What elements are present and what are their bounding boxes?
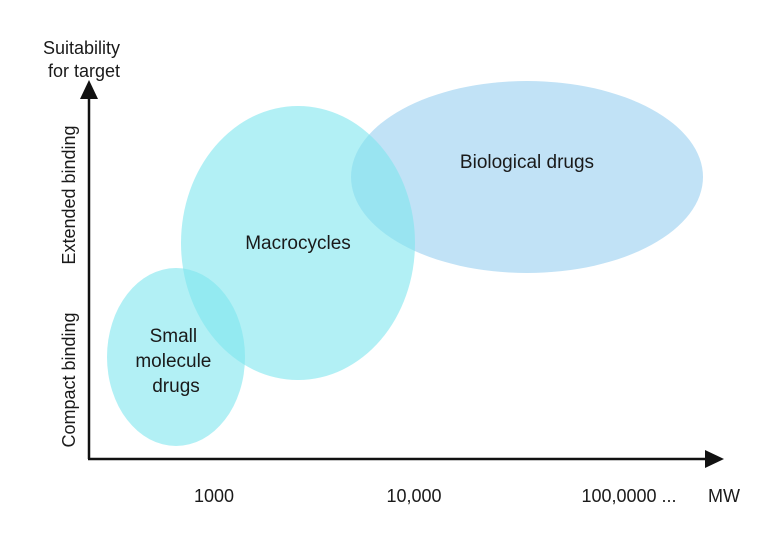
x-axis-title: MW [708,486,740,506]
small-molecule-label-line1: Small [150,326,198,347]
y-axis-title: Suitability for target [43,38,125,81]
x-axis-ticks: 1000 10,000 100,0000 ... [194,486,677,506]
small-molecule-label-line3: drugs [152,376,200,397]
small-molecule-label-line2: molecule [135,351,211,372]
y-axis-label-upper: Extended binding [59,125,79,264]
y-axis-title-line2: for target [48,61,120,81]
small-molecule-drugs-label: Small molecule drugs [135,326,216,397]
x-tick-label: 10,000 [386,486,441,506]
axes [80,80,724,468]
regions [107,81,703,446]
x-axis-arrowhead-icon [705,450,724,468]
biological-drugs-region [351,81,703,273]
y-axis-label-lower: Compact binding [59,312,79,447]
x-tick-label: 1000 [194,486,234,506]
y-axis-arrowhead-icon [80,80,98,99]
x-tick-label: 100,0000 ... [581,486,676,506]
y-axis-title-line1: Suitability [43,38,120,58]
macrocycles-label: Macrocycles [245,233,351,254]
biological-drugs-label: Biological drugs [460,152,594,173]
macrocycles-region [181,106,415,380]
small-molecule-drugs-region [107,268,245,446]
